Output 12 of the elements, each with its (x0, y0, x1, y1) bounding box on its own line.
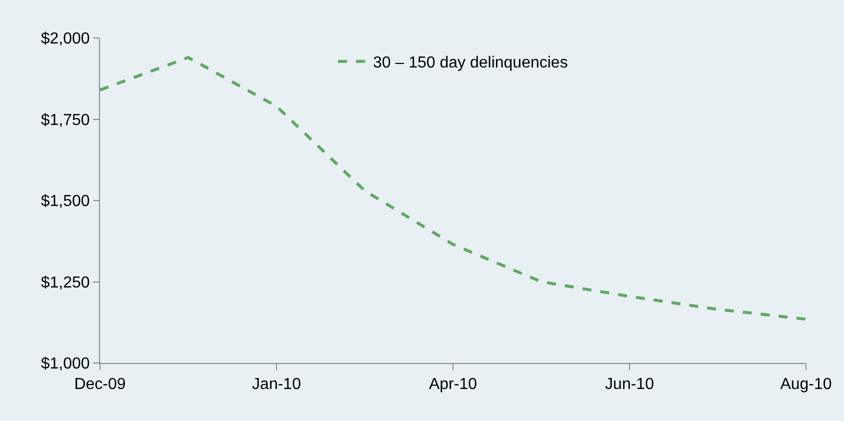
y-tick-label: $1,750 (40, 112, 90, 129)
y-tick-label: $1,250 (40, 274, 90, 292)
y-tick-label: $1,000 (40, 356, 90, 373)
legend-label: 30 – 150 day delinquencies (373, 54, 568, 72)
line-series (100, 56, 806, 321)
y-tick-label: $1,500 (40, 193, 90, 210)
x-tick-label: Aug-10 (780, 376, 832, 394)
x-tick-label: Jun-10 (605, 376, 654, 394)
x-tick-label: Apr-10 (428, 376, 478, 394)
x-tick-label: Jan-10 (252, 376, 302, 394)
y-tick-label: $2,000 (40, 30, 90, 48)
x-tick-label: Dec-09 (74, 376, 126, 394)
